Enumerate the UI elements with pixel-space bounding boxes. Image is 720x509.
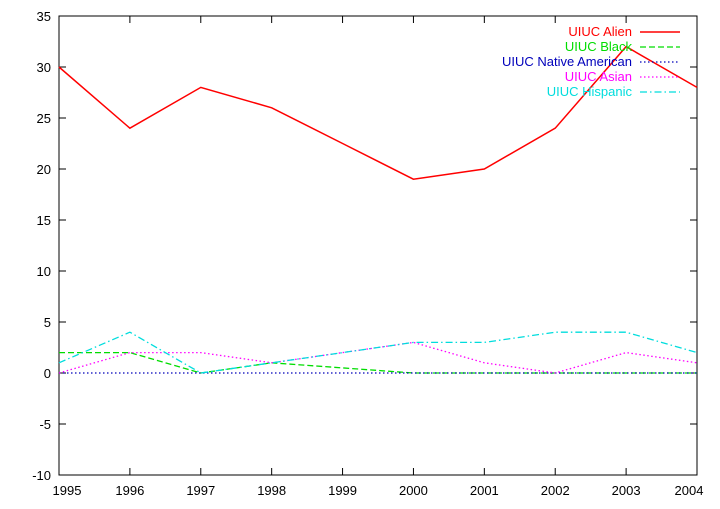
x-tick-label: 2001 [470,483,499,498]
x-tick-label: 2002 [541,483,570,498]
x-tick-label: 2003 [612,483,641,498]
x-tick-label: 2004 [675,483,704,498]
x-tick-label: 2000 [399,483,428,498]
legend-label-3: UIUC Asian [565,69,632,84]
series-line-0 [58,45,698,180]
x-tick-label: 1999 [328,483,357,498]
y-tick-label: 5 [44,315,51,330]
legend-label-4: UIUC Hispanic [547,84,633,99]
y-tick-label: 25 [37,111,51,126]
legend-label-1: UIUC Black [565,39,633,54]
series-layer [58,45,698,374]
x-tick-label: 1995 [53,483,82,498]
y-tick-label: 0 [44,366,51,381]
plot-frame [58,15,698,476]
legend-label-2: UIUC Native American [502,54,632,69]
y-tick-label: 15 [37,213,51,228]
axes-layer: -10 -5 0 5 10 15 20 25 30 35 1995 1996 1997 1998 1999 2… [32,9,703,498]
x-tick-label: 1996 [115,483,144,498]
series-line-4 [58,331,698,374]
y-tick-label: -5 [39,417,51,432]
legend-label-0: UIUC Alien [568,24,632,39]
series-line-1 [59,351,697,374]
y-tick-label: 35 [37,9,51,24]
y-tick-label: 10 [37,264,51,279]
y-tick-label: -10 [32,468,51,483]
y-tick-label: 20 [37,162,51,177]
x-tick-label: 1997 [186,483,215,498]
y-tick-label: 30 [37,60,51,75]
x-tick-label: 1998 [257,483,286,498]
